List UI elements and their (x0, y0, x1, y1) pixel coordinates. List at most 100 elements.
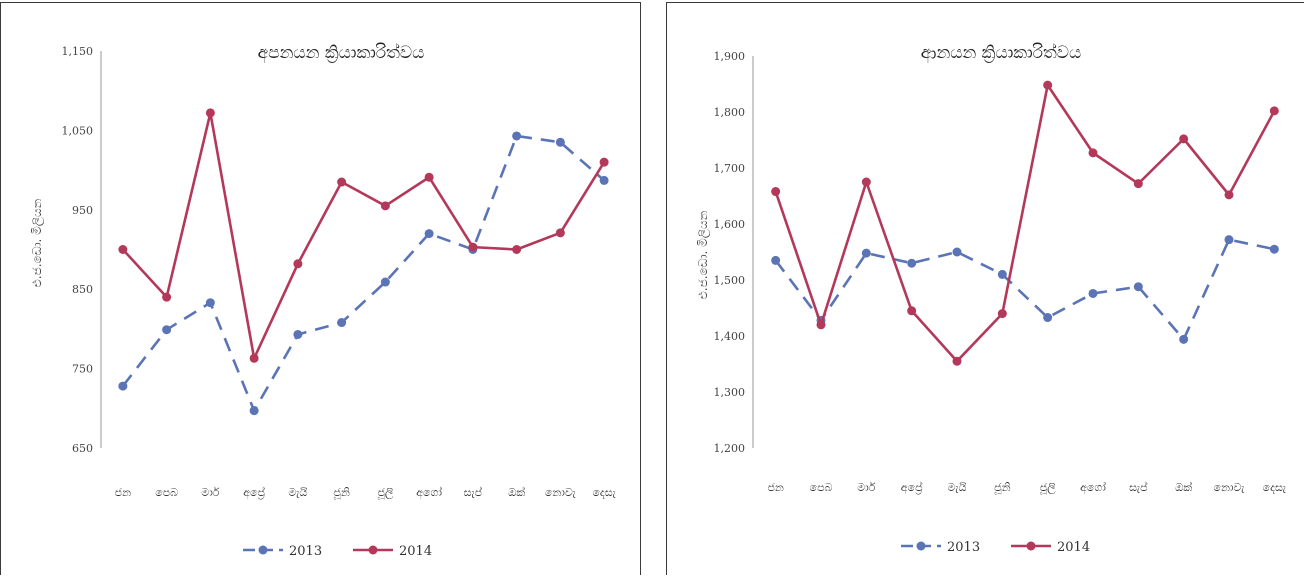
y-tick-label: 850 (72, 283, 93, 296)
legend-label: 2014 (399, 544, 432, 559)
data-point-2014 (468, 243, 477, 252)
legend-swatch-marker (369, 546, 378, 555)
data-point-2014 (862, 178, 871, 187)
data-point-2013 (907, 259, 916, 268)
data-point-2014 (250, 354, 259, 363)
data-point-2013 (862, 249, 871, 258)
chart-title: ආනයන ක්‍රියාකාරිත්වය (921, 43, 1081, 64)
y-tick-label: 750 (72, 363, 93, 376)
data-point-2013 (381, 278, 390, 287)
data-point-2013 (953, 248, 962, 257)
y-tick-label: 1,400 (714, 330, 746, 343)
data-point-2014 (817, 320, 826, 329)
data-point-2013 (998, 270, 1007, 279)
y-tick-label: 1,500 (714, 274, 746, 287)
data-point-2014 (998, 309, 1007, 318)
x-tick-label: මැයි (948, 481, 967, 494)
chart-title: අපනයන ක්‍රියාකාරිත්වය (258, 43, 425, 64)
data-point-2014 (118, 245, 127, 254)
data-point-2014 (1089, 148, 1098, 157)
data-point-2013 (1270, 245, 1279, 254)
x-tick-label: මැයි (288, 486, 307, 499)
legend-label: 2013 (947, 540, 980, 555)
data-point-2014 (206, 108, 215, 117)
x-tick-label: නොවැ (1213, 481, 1245, 494)
import-chart-panel: ආනයන ක්‍රියාකාරිත්වය එ.ජ.ඩො. මිලියන 1,200 1… (666, 2, 1304, 575)
data-point-2013 (337, 318, 346, 327)
data-point-2014 (512, 245, 521, 254)
data-point-2013 (771, 256, 780, 265)
data-point-2014 (771, 187, 780, 196)
data-point-2014 (337, 178, 346, 187)
export-chart-panel: අපනයන ක්‍රියාකාරිත්වය එ.ජ.ඩො. මිලියන 650 75… (0, 2, 641, 575)
data-point-2014 (1179, 134, 1188, 143)
x-tick-label: අගෝ (416, 485, 442, 500)
series-line-2014 (776, 85, 1275, 361)
legend-swatch-marker (1027, 542, 1036, 551)
data-point-2014 (162, 293, 171, 302)
legend-swatch-marker (259, 546, 268, 555)
y-tick-label: 1,700 (714, 162, 746, 175)
x-tick-label: අප්‍රේ (243, 485, 265, 500)
data-point-2013 (512, 131, 521, 140)
x-tick-label: පෙබ (810, 481, 833, 494)
y-tick-label: 950 (72, 204, 93, 217)
data-point-2013 (206, 298, 215, 307)
data-point-2013 (1225, 235, 1234, 244)
x-tick-label: දෙසැ (592, 486, 616, 499)
x-tick-label: ජන (767, 481, 783, 494)
data-point-2013 (1179, 335, 1188, 344)
y-tick-label: 1,800 (714, 106, 746, 119)
x-tick-label: ඔක් (508, 485, 525, 499)
data-point-2013 (118, 382, 127, 391)
data-point-2013 (1134, 282, 1143, 291)
x-tick-label: අප්‍රේ (901, 480, 923, 495)
x-tick-label: මාර් (857, 481, 876, 494)
x-tick-label: සැප් (1129, 480, 1147, 494)
data-point-2014 (1225, 190, 1234, 199)
data-point-2014 (1043, 81, 1052, 90)
legend-label: 2014 (1057, 540, 1090, 555)
y-tick-label: 1,300 (714, 386, 746, 399)
data-point-2013 (1089, 289, 1098, 298)
data-point-2013 (600, 176, 609, 185)
series-line-2014 (123, 113, 604, 358)
data-point-2014 (1134, 179, 1143, 188)
legend-item-2013: 2013 (901, 540, 980, 555)
data-point-2013 (425, 229, 434, 238)
x-tick-label: අගෝ (1080, 480, 1106, 495)
data-point-2014 (556, 228, 565, 237)
series-line-2013 (776, 240, 1275, 340)
x-tick-label: ජූලි (1039, 481, 1056, 495)
x-tick-label: සැප් (464, 485, 482, 499)
data-point-2013 (556, 138, 565, 147)
legend-item-2013: 2013 (243, 544, 322, 559)
data-point-2014 (600, 158, 609, 167)
y-tick-label: 1,900 (714, 50, 746, 63)
x-tick-label: ඔක් (1175, 480, 1192, 494)
x-tick-label: දෙසැ (1263, 481, 1287, 494)
y-tick-label: 650 (72, 442, 93, 455)
x-tick-label: මාර් (201, 486, 220, 499)
y-tick-label: 1,600 (714, 218, 746, 231)
data-point-2014 (907, 306, 916, 315)
data-point-2014 (425, 173, 434, 182)
legend-item-2014: 2014 (353, 544, 432, 559)
x-tick-label: ජූනි (333, 486, 350, 499)
x-tick-label: පෙබ (155, 486, 178, 499)
data-point-2014 (1270, 106, 1279, 115)
import-line-chart: ආනයන ක්‍රියාකාරිත්වය එ.ජ.ඩො. මිලියන 1,200 1… (667, 3, 1304, 576)
y-axis-label: එ.ජ.ඩො. මිලියන (30, 198, 45, 287)
data-point-2013 (250, 406, 259, 415)
data-point-2014 (953, 357, 962, 366)
x-tick-label: ජූලි (377, 486, 394, 500)
legend-item-2014: 2014 (1011, 540, 1090, 555)
legend-swatch-marker (917, 542, 926, 551)
data-point-2013 (1043, 313, 1052, 322)
data-point-2014 (381, 201, 390, 210)
x-tick-label: ජූනි (994, 481, 1011, 494)
data-point-2013 (293, 330, 302, 339)
legend-label: 2013 (289, 544, 322, 559)
x-tick-label: නොවැ (545, 486, 577, 499)
x-tick-label: ජන (115, 486, 131, 499)
